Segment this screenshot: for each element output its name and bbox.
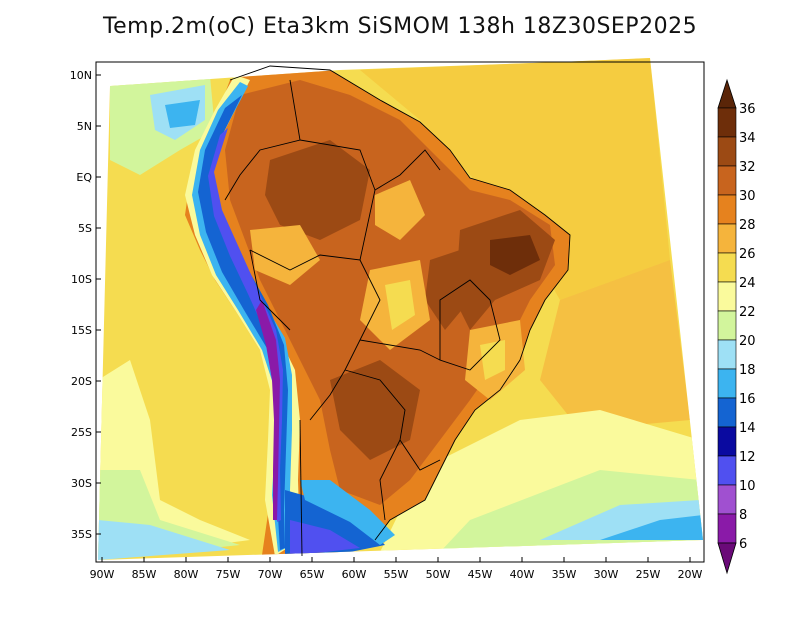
land-28-west [250, 225, 320, 285]
lon-label: 50W [426, 568, 451, 581]
lat-label: 25S [71, 426, 92, 439]
lon-label: 70W [258, 568, 283, 581]
land-34-mid [425, 250, 470, 330]
colorbar-segment [717, 339, 737, 370]
colorbar-label: 26 [739, 247, 756, 262]
lat-label: 10S [71, 273, 92, 286]
lon-label: 20W [678, 568, 703, 581]
colorbar-label: 14 [739, 421, 756, 436]
colorbar-segment [717, 484, 737, 515]
land-28-guiana [375, 180, 425, 240]
lon-label: 35W [552, 568, 577, 581]
plot-border [95, 61, 705, 563]
lat-label: 10N [70, 69, 92, 82]
colorbar-label: 12 [739, 450, 756, 465]
land-34-chaco [330, 360, 420, 460]
colorbar-segment [717, 426, 737, 457]
land-34-amazon [265, 140, 370, 240]
lon-label: 45W [468, 568, 493, 581]
lon-label: 40W [510, 568, 535, 581]
land-36-northeast [490, 235, 540, 275]
colorbar-label: 16 [739, 392, 756, 407]
colorbar-label: 18 [739, 363, 756, 378]
lat-label: EQ [76, 171, 92, 184]
colorbar-label: 36 [739, 102, 756, 117]
colorbar-label: 20 [739, 334, 756, 349]
colorbar-label: 28 [739, 218, 756, 233]
lon-label: 25W [636, 568, 661, 581]
lon-label: 55W [384, 568, 409, 581]
colorbar-label: 22 [739, 305, 756, 320]
lat-label: 15S [71, 324, 92, 337]
lon-label: 85W [132, 568, 157, 581]
colorbar-segment [717, 194, 737, 225]
colorbar-bottom-arrow [717, 542, 737, 575]
patagonia-12 [290, 520, 360, 556]
colorbar-segment [717, 397, 737, 428]
colorbar-label: 6 [739, 537, 747, 552]
colorbar-segment [717, 252, 737, 283]
colorbar: 36 34 32 30 28 26 24 22 20 18 16 14 12 10 8 6 [717, 78, 756, 575]
atlantic-east [540, 260, 690, 430]
colorbar-segment [717, 310, 737, 341]
colorbar-top-arrow [717, 78, 737, 109]
andes-8 [256, 300, 280, 520]
colorbar-label: 8 [739, 508, 747, 523]
pacific-18 [98, 520, 230, 560]
south-atlantic-18 [600, 515, 703, 540]
lon-label: 60W [342, 568, 367, 581]
land-26-southeast [480, 340, 505, 380]
colorbar-segment [717, 107, 737, 138]
colorbar-label: 32 [739, 160, 756, 175]
lon-label: 90W [90, 568, 115, 581]
lat-label: 5S [78, 222, 92, 235]
lon-label: 65W [300, 568, 325, 581]
colorbar-segment [717, 281, 737, 312]
colorbar-label: 10 [739, 479, 756, 494]
land-26-central [385, 280, 415, 330]
lat-label: 35S [71, 528, 92, 541]
colorbar-segment [717, 136, 737, 167]
colorbar-label: 24 [739, 276, 756, 291]
colorbar-segment [717, 223, 737, 254]
lat-label: 5N [77, 120, 92, 133]
colorbar-label: 30 [739, 189, 756, 204]
colorbar-label: 34 [739, 131, 756, 146]
atlantic-warm [360, 58, 670, 300]
lat-label: 30S [71, 477, 92, 490]
colorbar-segment [717, 368, 737, 399]
colorbar-segment [717, 513, 737, 544]
lat-label: 20S [71, 375, 92, 388]
lon-label: 30W [594, 568, 619, 581]
colorbar-segment [717, 165, 737, 196]
country-borders [224, 65, 571, 557]
lon-label: 80W [174, 568, 199, 581]
latitude-axis: 10N 5N EQ 5S 10S 15S 20S 25S 30S 35S [70, 69, 101, 541]
patagonia-18 [300, 480, 395, 545]
lon-label: 75W [216, 568, 241, 581]
pacific-north-18 [165, 100, 200, 128]
longitude-axis: 90W 85W 80W 75W 70W 65W 60W 55W 50W 45W 40W 35W 30W 2… [90, 557, 703, 581]
andes-12 [208, 128, 283, 522]
colorbar-segment [717, 455, 737, 486]
map-title: Temp.2m(oC) Eta3km SiSMOM 138h 18Z30SEP2… [102, 14, 698, 39]
